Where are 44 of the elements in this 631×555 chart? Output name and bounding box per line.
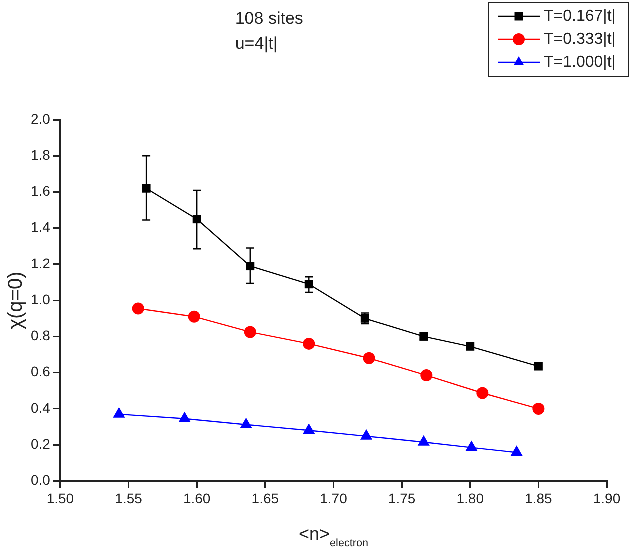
x-tick-label: 1.70 <box>320 490 348 506</box>
x-tick-label: 1.50 <box>46 490 74 506</box>
chart-title: 108 sites <box>235 9 304 28</box>
point <box>532 402 545 415</box>
chart-subtitle: u=4|t| <box>235 34 278 53</box>
x-tick-label: 1.90 <box>593 490 621 506</box>
point <box>303 424 316 434</box>
y-tick-label: 1.6 <box>30 183 51 200</box>
point <box>188 310 200 323</box>
y-axis-title: χ(q=0) <box>5 272 27 330</box>
point <box>420 370 433 382</box>
point <box>360 429 373 440</box>
point <box>510 446 523 456</box>
y-tick-label: 2.0 <box>30 110 51 127</box>
point <box>476 387 489 400</box>
x-tick-label: 1.60 <box>183 490 211 506</box>
y-tick-label: 0.8 <box>30 328 51 344</box>
y-tick-label: 1.2 <box>30 255 51 272</box>
point <box>466 440 478 452</box>
y-tick-label: 0.6 <box>30 364 51 380</box>
x-tick-label: 1.85 <box>525 490 553 506</box>
point <box>178 412 191 422</box>
point <box>363 352 376 364</box>
y-tick-label: 0.0 <box>30 472 51 488</box>
y-tick-label: 1.4 <box>30 219 51 236</box>
point <box>240 418 252 428</box>
point <box>303 338 316 350</box>
legend-label: T=1.000|t| <box>544 54 616 71</box>
x-tick-label: 1.65 <box>252 490 280 506</box>
point <box>244 326 256 338</box>
point <box>418 435 430 446</box>
y-tick-label: 0.4 <box>30 400 51 416</box>
legend-label: T=0.333|t| <box>544 30 616 48</box>
legend-label: T=0.167|t| <box>544 8 616 25</box>
y-tick-label: 1.8 <box>30 146 51 163</box>
x-tick-label: 1.55 <box>115 490 143 506</box>
y-tick-label: 0.2 <box>30 436 51 452</box>
y-tick-label: 1.0 <box>30 291 51 308</box>
point <box>466 342 475 351</box>
point <box>534 362 543 371</box>
point <box>113 407 126 418</box>
point <box>132 302 144 315</box>
x-tick-label: 1.80 <box>456 490 484 506</box>
x-tick-label: 1.75 <box>388 490 416 506</box>
